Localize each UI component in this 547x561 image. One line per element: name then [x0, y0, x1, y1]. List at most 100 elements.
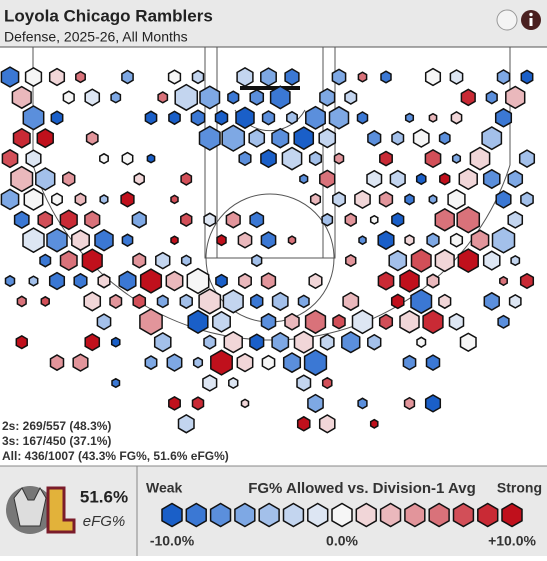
- toggle-icon[interactable]: [496, 9, 518, 31]
- shot-hex: [261, 354, 276, 371]
- legend-swatch: [161, 502, 183, 528]
- shot-hex: [203, 212, 217, 228]
- shot-hex: [144, 110, 158, 126]
- legend-swatch: [331, 502, 353, 528]
- legend-swatch: [404, 502, 426, 528]
- info-glyph: [529, 12, 533, 17]
- shot-hex: [22, 227, 45, 254]
- shot-hex: [293, 126, 315, 151]
- shot-hex: [215, 273, 228, 289]
- shot-hex: [1, 148, 19, 169]
- shot-hex: [510, 255, 521, 267]
- shot-hex: [495, 190, 512, 209]
- shot-hex: [23, 187, 44, 211]
- shot-hex: [308, 272, 323, 290]
- shot-hex: [449, 69, 464, 85]
- shot-hex: [12, 127, 31, 149]
- shot-hex: [121, 233, 134, 247]
- shot-hex: [83, 291, 102, 312]
- shot-hex: [286, 110, 298, 125]
- shot-hex: [344, 89, 358, 105]
- shot-hex: [499, 275, 508, 287]
- shot-hex: [482, 250, 501, 271]
- shot-hex: [25, 149, 42, 168]
- shot-hex: [378, 191, 394, 208]
- shot-hex: [225, 211, 241, 229]
- shot-hex: [369, 418, 379, 429]
- shot-hex: [354, 189, 371, 209]
- shot-hex: [357, 71, 368, 83]
- shot-hex: [260, 231, 277, 250]
- shot-hex: [97, 273, 111, 289]
- shot-hex: [223, 331, 243, 354]
- efg-label: eFG%: [83, 513, 126, 530]
- shot-hex: [321, 212, 334, 227]
- shot-hex: [94, 228, 114, 252]
- shot-hex: [293, 330, 314, 354]
- shot-hex: [110, 336, 121, 348]
- shot-hex: [166, 353, 183, 372]
- shot-hex: [308, 151, 323, 167]
- shot-hex: [40, 295, 50, 307]
- shot-hex: [356, 111, 369, 125]
- shot-hex: [248, 128, 266, 148]
- shot-hex: [319, 169, 336, 189]
- shot-hex: [35, 167, 56, 191]
- shot-hex: [228, 377, 239, 389]
- shot-hex: [96, 313, 112, 331]
- shot-hex: [438, 293, 452, 310]
- shot-hex: [269, 85, 291, 110]
- shot-hex: [15, 335, 28, 350]
- shot-hex: [238, 151, 252, 167]
- shot-hex: [110, 91, 122, 104]
- shot-hex: [13, 210, 30, 229]
- shot-hex: [410, 248, 432, 273]
- shot-hex: [227, 90, 240, 105]
- shot-hex: [4, 274, 16, 288]
- shot-hex: [16, 295, 27, 308]
- shot-hex: [36, 128, 54, 149]
- legend-swatch: [258, 502, 280, 528]
- legend-swatch: [379, 502, 402, 528]
- legend-swatch: [501, 502, 523, 528]
- shot-hex: [309, 193, 322, 206]
- shot-hex: [415, 172, 427, 186]
- shot-hex: [170, 235, 179, 246]
- shot-hex: [344, 212, 357, 227]
- shot-hex: [426, 273, 440, 289]
- shot-hex: [192, 356, 204, 369]
- shot-hex: [425, 354, 441, 371]
- shot-hex: [321, 376, 333, 390]
- shot-hex: [99, 152, 109, 165]
- shot-hex: [351, 309, 374, 335]
- shot-hex: [448, 312, 465, 331]
- shot-hex: [11, 85, 32, 110]
- shot-hex: [167, 69, 182, 85]
- shot-hex: [318, 414, 336, 434]
- shot-hex: [168, 396, 181, 411]
- shot-hex: [190, 109, 206, 127]
- shot-hex: [271, 127, 290, 149]
- legend-swatch: [355, 502, 377, 528]
- shot-hex: [237, 231, 253, 249]
- shot-hex: [367, 333, 382, 351]
- shot-hex: [221, 124, 246, 152]
- shot-hex: [494, 107, 513, 128]
- legend-swatch: [428, 502, 450, 528]
- shot-hex: [153, 332, 172, 353]
- shot-hex: [39, 253, 52, 268]
- shot-hex: [46, 227, 68, 253]
- shot-hex: [299, 173, 309, 185]
- shot-hex: [187, 309, 209, 334]
- legend-scale-label: -10.0%: [150, 533, 195, 549]
- shot-hex: [319, 333, 335, 351]
- shot-hex: [28, 275, 39, 287]
- shot-hex: [469, 146, 491, 171]
- shot-hex: [303, 349, 328, 377]
- shot-hex: [24, 67, 43, 87]
- shot-hex: [48, 271, 66, 291]
- shot-hex: [191, 396, 205, 411]
- shot-hex: [236, 67, 254, 87]
- shot-hex: [296, 374, 312, 392]
- shot-hex: [333, 152, 345, 165]
